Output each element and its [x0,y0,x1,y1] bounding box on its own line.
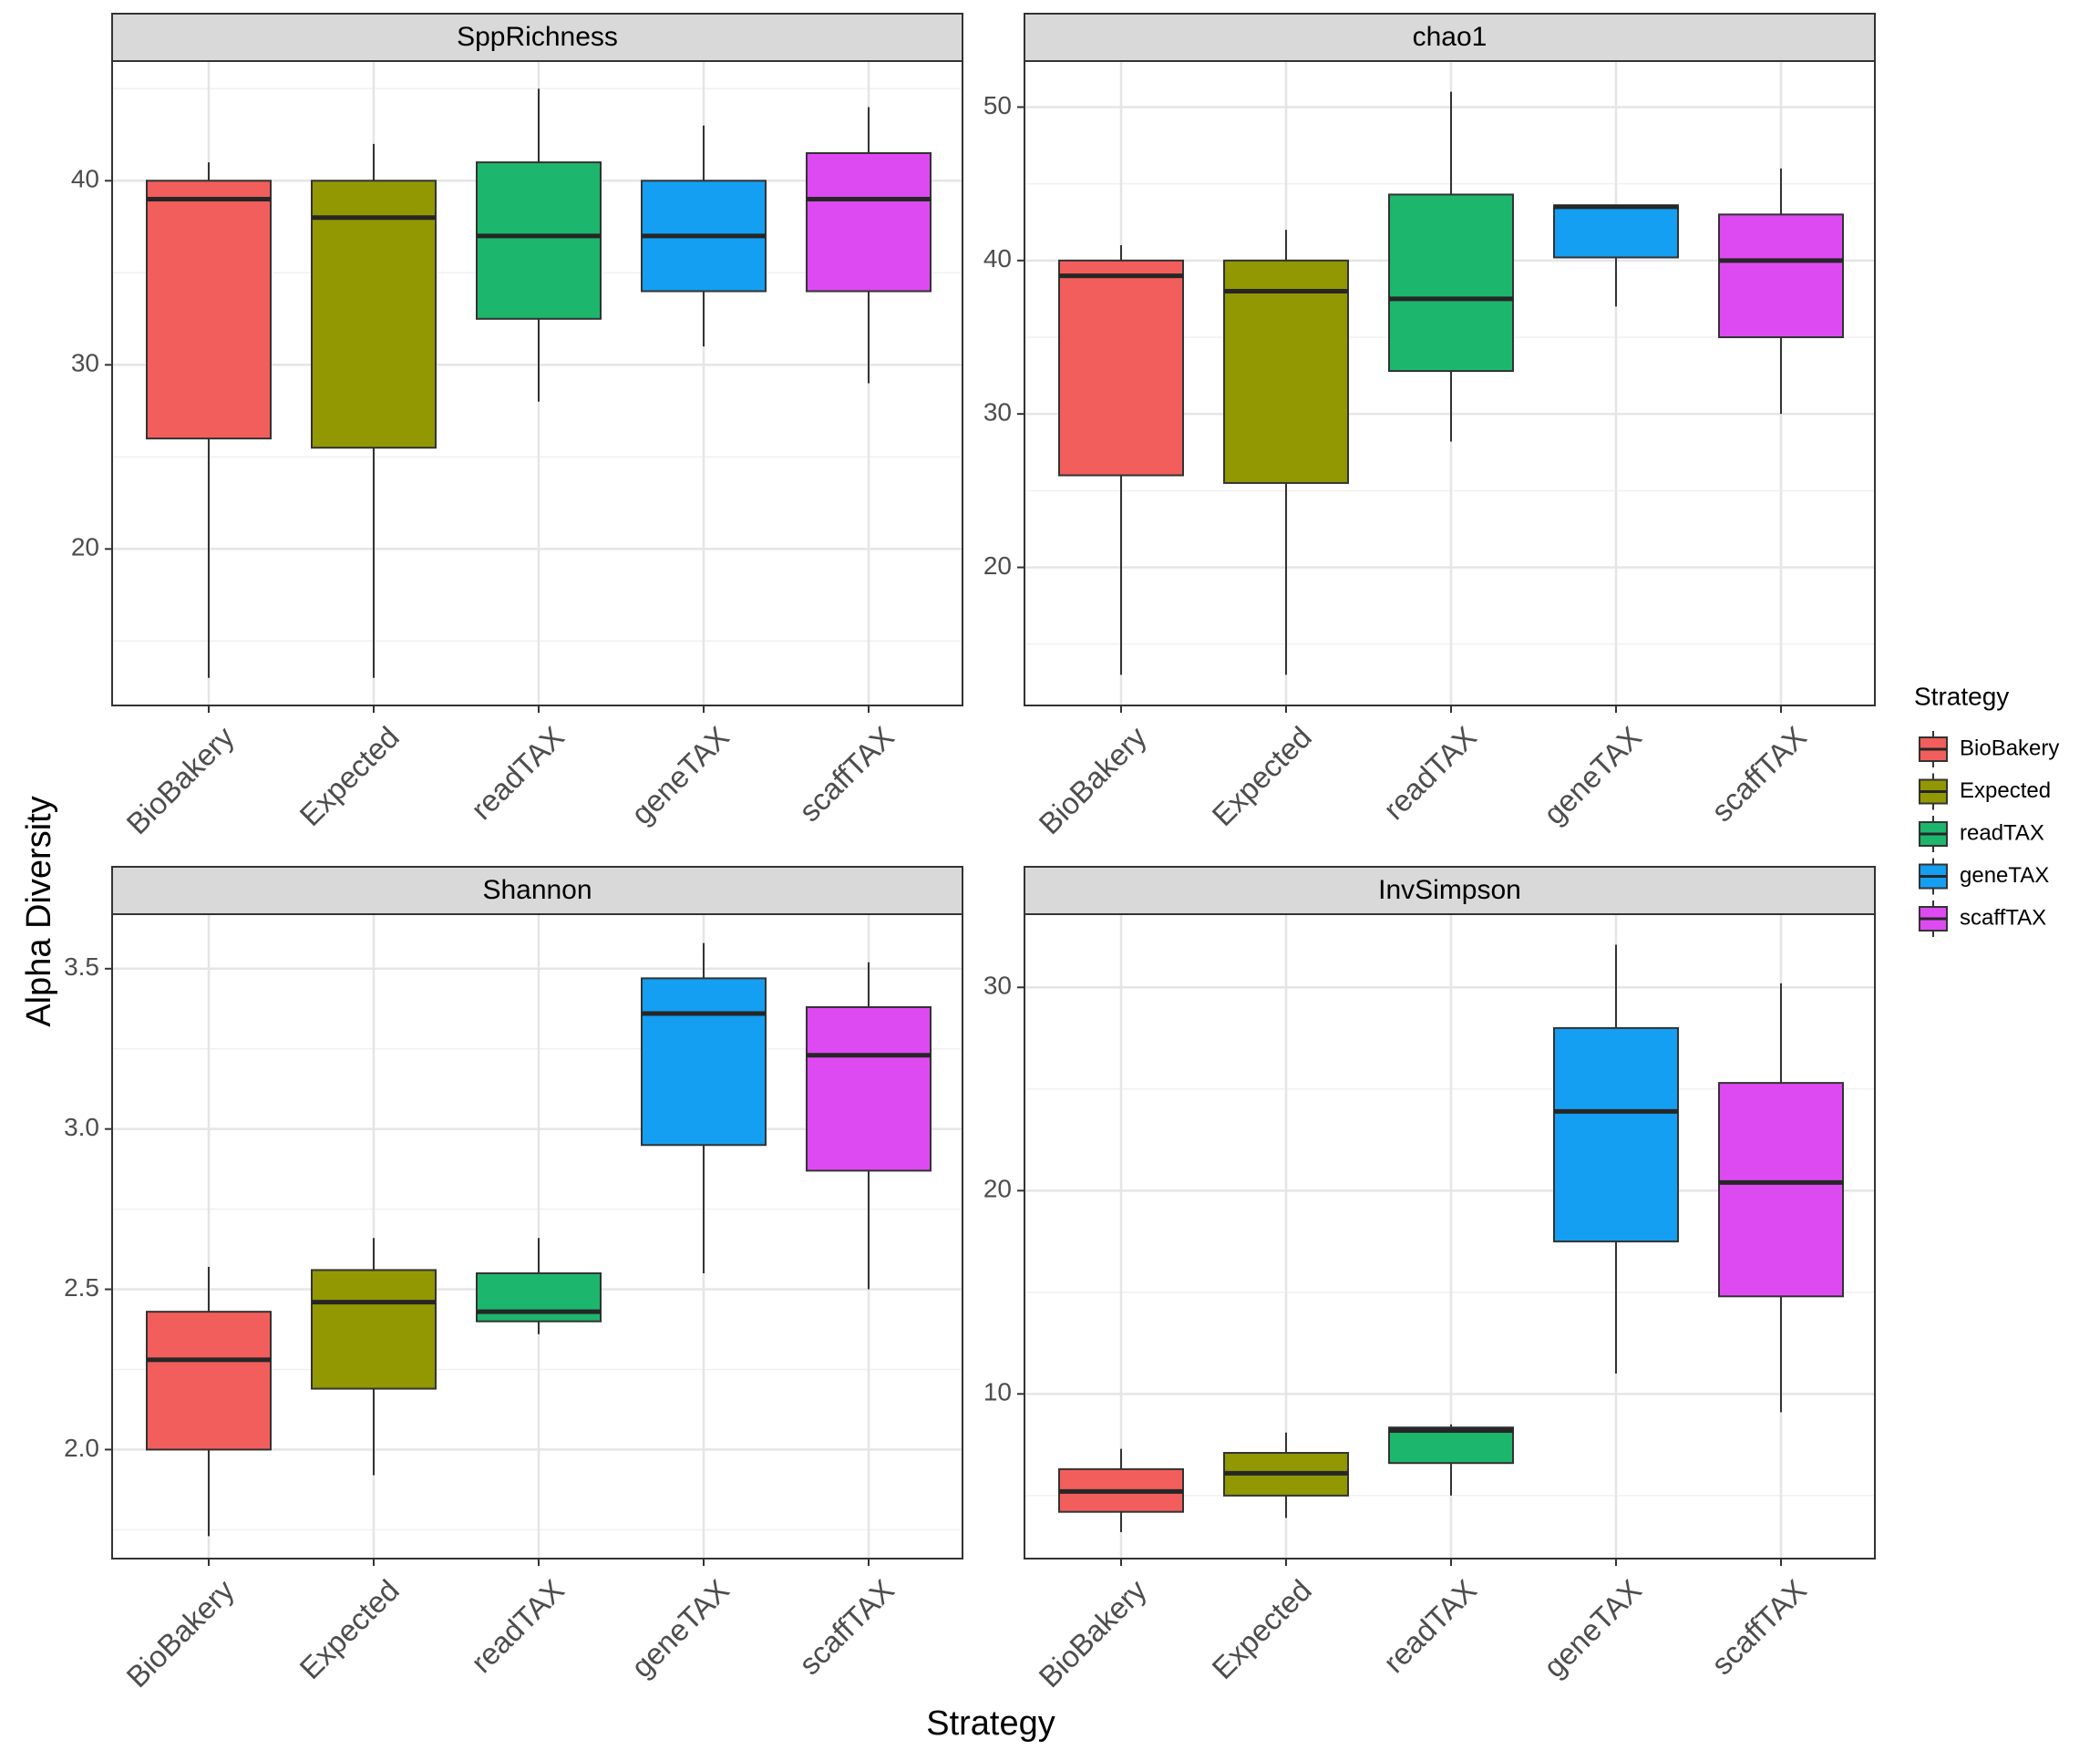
legend: Strategy BioBakery Expected readTAX geneTAX… [1914,682,2059,937]
y-tick-label: 30 [71,349,99,377]
box-scaff-tax [806,962,932,1290]
box-gene-tax [641,942,767,1273]
box-scaff-tax [1718,983,1844,1413]
box-body [311,180,437,449]
legend-label: geneTAX [1960,863,2049,888]
box-body [1388,193,1514,373]
y-tick-label: 40 [71,165,99,193]
box-expected [311,143,437,678]
y-tick-label: 3.0 [64,1113,99,1141]
y-axis-title: Alpha Diversity [20,796,58,1026]
legend-item-bio-bakery: BioBakery [1919,731,2059,767]
y-tick-label: 3.5 [64,952,99,981]
box-bio-bakery [1058,1448,1184,1533]
box-body [1553,204,1679,259]
box-bio-bakery [146,162,272,678]
y-tick-label: 2.5 [64,1273,99,1302]
box-body [641,977,767,1147]
legend-title: Strategy [1914,682,2009,710]
y-tick-label: 30 [983,398,1012,427]
facet-strip-label: InvSimpson [1378,875,1521,905]
legend-label: scaffTAX [1960,905,2046,930]
facet-strip [111,866,963,915]
box-body [1388,1426,1514,1465]
box-gene-tax [1553,944,1679,1374]
box-body [311,1269,437,1390]
facet-strip-label: SppRichness [457,22,618,52]
facet-strip [1024,13,1876,62]
facet-strip [1024,866,1876,915]
box-read-tax [476,88,602,402]
box-read-tax [1388,1424,1514,1496]
box-expected [1223,230,1349,675]
box-body [1058,259,1184,477]
y-tick-label: 20 [983,551,1012,580]
box-body [1223,259,1349,484]
box-bio-bakery [1058,245,1184,675]
y-tick-label: 40 [983,244,1012,273]
facet-strip-label: Shannon [482,875,592,905]
facet-strip-label: chao1 [1413,22,1488,52]
box-bio-bakery [146,1266,272,1537]
box-body [476,1271,602,1323]
box-body [146,1311,272,1451]
y-tick-label: 10 [983,1378,1012,1406]
box-gene-tax [641,125,767,347]
box-body [1553,1026,1679,1243]
box-read-tax [476,1238,602,1334]
box-scaff-tax [806,107,932,384]
box-body [1718,213,1844,338]
legend-item-scaff-tax: scaffTAX [1919,901,2046,937]
y-tick-label: 2.0 [64,1434,99,1462]
facet-strip [111,13,963,62]
y-tick-label: 30 [983,972,1012,1000]
legend-label: readTAX [1960,820,2044,845]
box-body [146,180,272,440]
legend-label: BioBakery [1960,736,2059,760]
box-body [806,152,932,293]
box-read-tax [1388,91,1514,442]
legend-item-gene-tax: geneTAX [1919,858,2049,895]
box-body [476,161,602,320]
box-body [1718,1082,1844,1298]
legend-label: Expected [1960,778,2051,803]
box-expected [311,1238,437,1476]
x-axis-title: Strategy [926,1704,1055,1743]
y-tick-label: 50 [983,91,1012,119]
y-tick-label: 20 [71,533,99,561]
legend-item-expected: Expected [1919,773,2051,810]
box-expected [1223,1432,1349,1518]
y-tick-label: 20 [983,1175,1012,1203]
box-scaff-tax [1718,168,1844,415]
box-body [806,1006,932,1172]
box-gene-tax [1553,204,1679,307]
legend-item-read-tax: readTAX [1919,816,2044,852]
